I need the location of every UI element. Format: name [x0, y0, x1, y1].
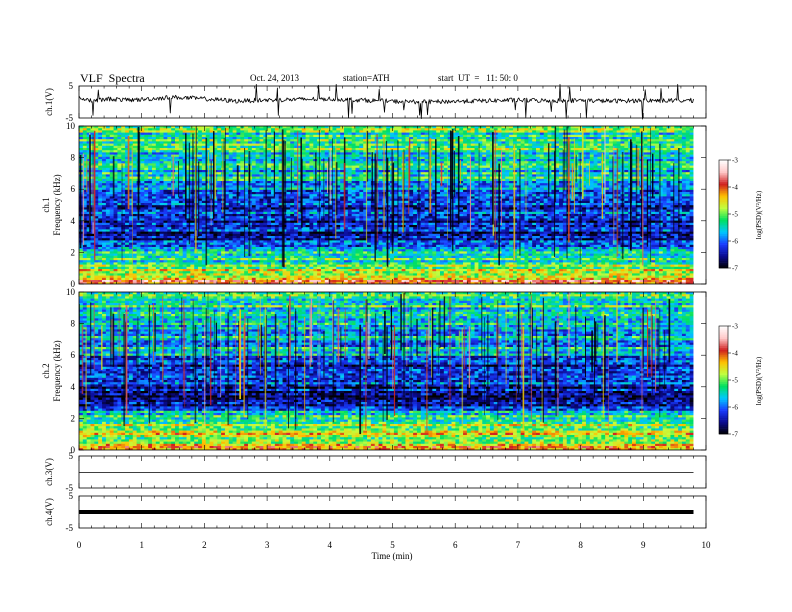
ch1-channel-label: ch.1	[41, 197, 51, 212]
colorbar2-label: log(PSD)(V²/Hz)	[755, 357, 763, 405]
ch1-waveform-line	[78, 84, 694, 120]
station-label: station=ATH	[343, 73, 390, 83]
colorbar-tick-label: -3	[732, 157, 738, 165]
y-tick-label: 10	[66, 121, 76, 131]
x-tick-label: 0	[77, 540, 82, 550]
y-tick-label: 10	[66, 287, 76, 297]
colorbar-tick-label: -7	[732, 265, 738, 273]
x-tick-label: 1	[139, 540, 144, 550]
y-tick-label: -5	[66, 113, 74, 123]
y-tick-label: 4	[71, 216, 76, 226]
ch2-channel-label: ch.2	[41, 363, 51, 378]
y-tick-label: 5	[69, 81, 74, 91]
colorbar-tick-label: -6	[732, 238, 738, 246]
x-tick-label: 6	[453, 540, 458, 550]
y-tick-label: 0	[71, 445, 76, 455]
y-tick-label: 5	[69, 451, 74, 461]
ch4-waveform-ylabel: ch.4(V)	[44, 498, 54, 526]
y-tick-label: 2	[71, 413, 76, 423]
x-tick-label: 3	[265, 540, 270, 550]
ch1-waveform-ylabel: ch.1(V)	[44, 88, 54, 116]
start-ut-label: start UT = 11: 50: 0	[438, 73, 518, 83]
ch2-spectrogram	[79, 292, 706, 450]
x-tick-label: 2	[202, 540, 207, 550]
ch3-waveform-ylabel: ch.3(V)	[44, 458, 54, 486]
colorbar-tick-label: -4	[732, 350, 738, 358]
colorbar-tick-label: -5	[732, 211, 738, 219]
colorbar-tick-label: -4	[732, 184, 738, 192]
colorbar-tick-label: -7	[732, 431, 738, 439]
y-tick-label: 8	[71, 319, 76, 329]
colorbar-tick-label: -6	[732, 404, 738, 412]
y-tick-label: -5	[66, 523, 74, 533]
y-tick-label: 6	[71, 184, 76, 194]
colorbar-tick-label: -5	[732, 377, 738, 385]
colorbar-tick-label: -3	[732, 323, 738, 331]
x-tick-label: 5	[390, 540, 395, 550]
y-tick-label: 2	[71, 247, 76, 257]
figure-title: VLF Spectra	[80, 71, 145, 86]
y-tick-label: 0	[71, 279, 76, 289]
y-tick-label: 4	[71, 382, 76, 392]
x-tick-label: 7	[516, 540, 521, 550]
colorbar1-label: log(PSD)(V²/Hz)	[755, 191, 763, 239]
x-tick-label: 10	[702, 540, 712, 550]
date-label: Oct. 24, 2013	[250, 73, 299, 83]
x-tick-label: 9	[641, 540, 646, 550]
ch2-frequency-ylabel: Frequency (kHz)	[52, 340, 62, 401]
y-tick-label: 6	[71, 350, 76, 360]
x-tick-label: 8	[578, 540, 583, 550]
ch1-spectrogram	[79, 126, 706, 284]
colorbars: -3 -4 -5 -6 -7 -3 -4 -5 -6 -7	[718, 157, 738, 439]
y-tick-label: 5	[69, 491, 74, 501]
x-axis-label: Time (min)	[372, 551, 413, 561]
x-tick-label: 4	[328, 540, 333, 550]
y-tick-label: -5	[66, 483, 74, 493]
ch1-frequency-ylabel: Frequency (kHz)	[52, 174, 62, 235]
y-tick-label: 8	[71, 153, 76, 163]
